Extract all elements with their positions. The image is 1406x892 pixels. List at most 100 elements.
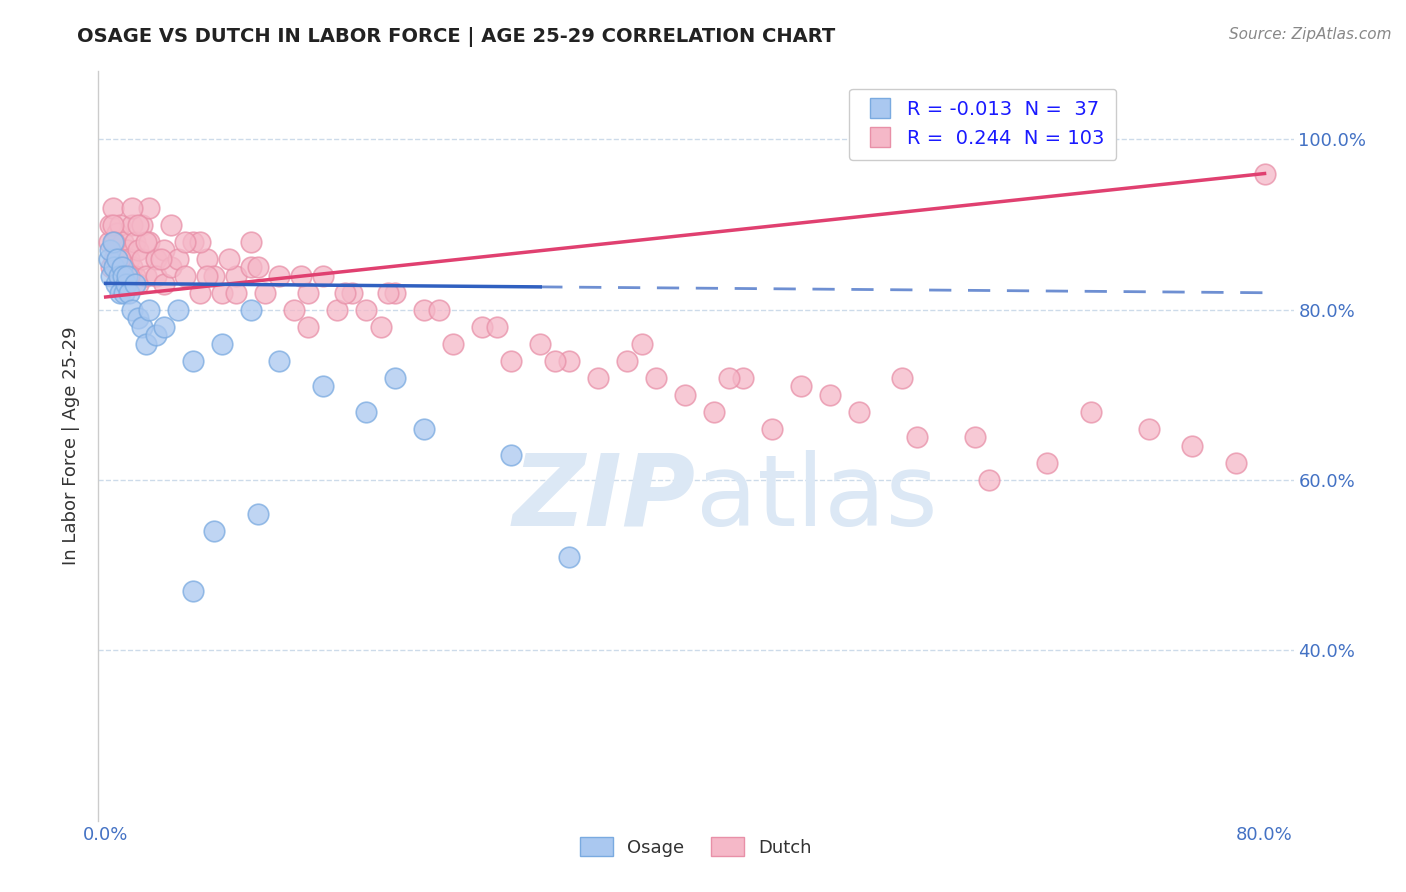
Point [112, 268, 135, 283]
Point [149, 252, 172, 266]
Point [413, 422, 436, 436]
Point [370, 319, 392, 334]
Point [333, 285, 356, 300]
Point [127, 311, 149, 326]
Point [115, 277, 138, 292]
Point [100, 260, 122, 275]
Point [501, 448, 523, 462]
Point [121, 260, 143, 275]
Point [181, 235, 204, 249]
Point [101, 235, 124, 249]
Text: Source: ZipAtlas.com: Source: ZipAtlas.com [1229, 27, 1392, 42]
Point [485, 319, 508, 334]
Point [105, 226, 128, 240]
Point [121, 218, 143, 232]
Point [356, 405, 378, 419]
Point [98, 243, 121, 257]
Point [117, 243, 139, 257]
Point [160, 260, 183, 275]
Point [135, 235, 157, 249]
Point [108, 218, 131, 232]
Point [558, 354, 581, 368]
Point [326, 302, 349, 317]
Point [118, 268, 141, 283]
Point [135, 268, 157, 283]
Point [225, 285, 247, 300]
Point [110, 252, 132, 266]
Point [731, 371, 754, 385]
Point [269, 354, 291, 368]
Point [630, 336, 652, 351]
Point [645, 371, 668, 385]
Point [529, 336, 551, 351]
Point [114, 285, 136, 300]
Point [118, 252, 141, 266]
Point [239, 302, 262, 317]
Point [717, 371, 740, 385]
Point [103, 260, 125, 275]
Point [195, 252, 218, 266]
Point [127, 277, 149, 292]
Point [167, 252, 190, 266]
Point [121, 201, 143, 215]
Point [297, 285, 319, 300]
Point [1080, 405, 1102, 419]
Point [105, 252, 128, 266]
Point [131, 252, 153, 266]
Legend: Osage, Dutch: Osage, Dutch [574, 830, 818, 864]
Point [239, 235, 262, 249]
Point [181, 583, 204, 598]
Point [441, 336, 464, 351]
Point [377, 285, 399, 300]
Point [891, 371, 914, 385]
Point [115, 268, 138, 283]
Point [703, 405, 725, 419]
Point [202, 524, 225, 538]
Point [112, 235, 135, 249]
Point [253, 285, 276, 300]
Point [167, 302, 190, 317]
Point [97, 235, 120, 249]
Point [181, 354, 204, 368]
Point [673, 388, 696, 402]
Point [145, 268, 167, 283]
Point [544, 354, 567, 368]
Point [152, 277, 174, 292]
Point [127, 243, 149, 257]
Point [427, 302, 450, 317]
Point [152, 243, 174, 257]
Point [1181, 439, 1204, 453]
Point [818, 388, 841, 402]
Point [761, 422, 783, 436]
Point [384, 371, 406, 385]
Point [211, 336, 233, 351]
Point [174, 268, 197, 283]
Point [138, 302, 160, 317]
Text: OSAGE VS DUTCH IN LABOR FORCE | AGE 25-29 CORRELATION CHART: OSAGE VS DUTCH IN LABOR FORCE | AGE 25-2… [77, 27, 835, 46]
Point [112, 268, 135, 283]
Point [107, 268, 129, 283]
Point [160, 218, 183, 232]
Point [138, 201, 160, 215]
Point [979, 473, 1001, 487]
Point [340, 285, 363, 300]
Point [145, 328, 167, 343]
Y-axis label: In Labor Force | Age 25-29: In Labor Force | Age 25-29 [62, 326, 80, 566]
Point [124, 235, 146, 249]
Point [118, 285, 141, 300]
Text: atlas: atlas [696, 450, 938, 547]
Point [246, 260, 269, 275]
Point [297, 319, 319, 334]
Point [312, 379, 335, 393]
Point [202, 268, 225, 283]
Point [413, 302, 436, 317]
Point [131, 218, 153, 232]
Point [225, 268, 247, 283]
Point [135, 336, 157, 351]
Point [104, 277, 127, 292]
Point [283, 302, 305, 317]
Point [558, 549, 581, 564]
Point [312, 268, 335, 283]
Point [108, 252, 131, 266]
Point [100, 268, 122, 283]
